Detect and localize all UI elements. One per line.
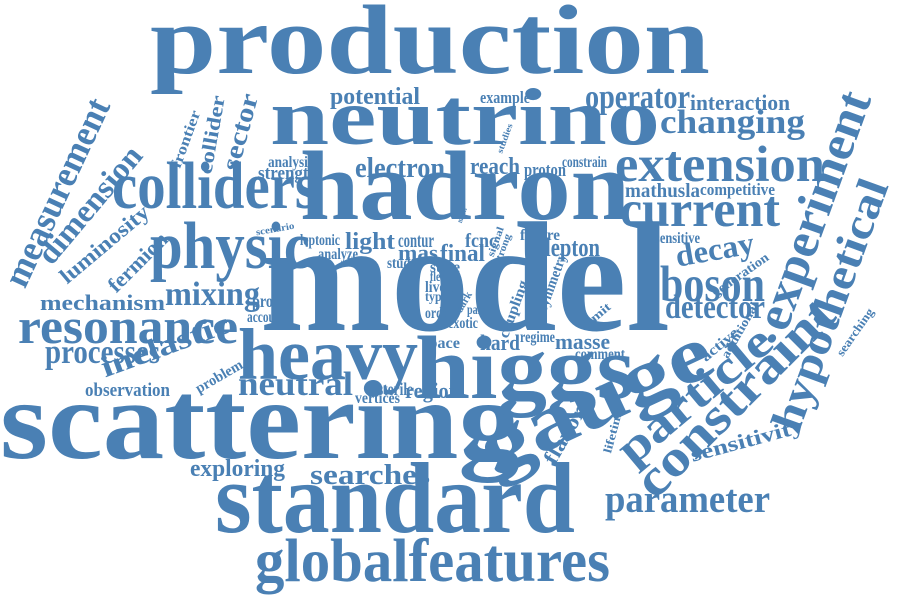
word-exploring: exploring xyxy=(190,455,285,483)
word-example: example xyxy=(480,87,530,107)
word-order: order xyxy=(425,305,453,323)
word-globalfeatures: globalfeatures xyxy=(255,526,610,595)
word-state: state xyxy=(430,259,460,277)
word-sterile: sterile xyxy=(378,378,413,399)
word-interaction: interaction xyxy=(690,90,790,116)
word-resonance: resonance xyxy=(18,299,238,355)
word-probe: probe xyxy=(252,290,287,311)
word-neutral: neutral xyxy=(238,365,353,403)
word-potential: potential xyxy=(330,83,420,111)
word-analyze: analyze xyxy=(318,246,358,264)
word-mathusla: mathusla xyxy=(625,179,700,202)
word-regime: regime xyxy=(520,329,555,347)
word-searches: searches xyxy=(310,459,430,491)
word-detector: detector xyxy=(665,288,765,326)
word-lepton: lepton xyxy=(545,231,600,262)
word-space: space xyxy=(422,335,460,353)
word-type: type xyxy=(425,289,447,305)
word-contur: contur xyxy=(398,229,434,252)
word-hadron: hadron xyxy=(300,132,630,242)
word-constrain: constrain xyxy=(562,154,607,172)
word-analysis: analysis xyxy=(268,154,313,172)
word-mas: mas xyxy=(398,240,438,266)
word-masse: masse xyxy=(555,329,610,355)
word-sensitive: sensitive xyxy=(655,230,700,248)
word-production: production xyxy=(150,0,710,96)
word-heavy: heavy xyxy=(238,314,418,396)
word-boson: boson xyxy=(660,255,765,312)
word-lived: lived xyxy=(425,279,453,297)
word-region: region xyxy=(405,378,460,404)
word-standard: standard xyxy=(215,441,575,554)
word-final: final xyxy=(440,240,485,268)
word-vertices: vertices xyxy=(355,390,400,408)
word-hard: hard xyxy=(480,330,520,356)
word-higgs: higgs xyxy=(415,319,635,419)
word-comment: comment xyxy=(575,346,625,364)
word-observation: observation xyxy=(85,379,170,401)
word-parameter: parameter xyxy=(605,478,770,522)
word-leptonic: leptonic xyxy=(300,232,340,250)
word-study: study xyxy=(387,255,417,273)
word-strength: strength xyxy=(258,162,318,184)
word-flech: flech xyxy=(430,269,450,285)
word-electron: electron xyxy=(355,152,445,184)
word-mechanism: mechanism xyxy=(40,290,165,316)
word-fcnc: fcnc xyxy=(465,229,497,252)
word-proton: proton xyxy=(524,159,566,181)
word-pair: pair xyxy=(467,302,485,318)
word-model: model xyxy=(260,190,670,365)
word-mixing: mixing xyxy=(165,275,260,313)
word-account: account xyxy=(247,309,285,327)
word-extension: extension xyxy=(615,135,825,192)
word-neutrino: neutrino xyxy=(270,73,660,163)
word-reach: reach xyxy=(470,153,520,181)
word-changing: changing xyxy=(660,103,805,141)
word-light: light xyxy=(345,228,395,256)
word-future: future xyxy=(520,227,560,245)
word-competitive: competitive xyxy=(700,179,775,199)
word-exotic: exotic xyxy=(448,315,478,333)
word-physic: physic xyxy=(150,207,310,283)
word-current: current xyxy=(620,180,780,237)
word-scattering: scattering xyxy=(0,358,520,483)
word-processes: processes xyxy=(45,333,160,371)
word-operator: operator xyxy=(585,78,690,116)
word-colliders: colliders xyxy=(112,147,317,223)
